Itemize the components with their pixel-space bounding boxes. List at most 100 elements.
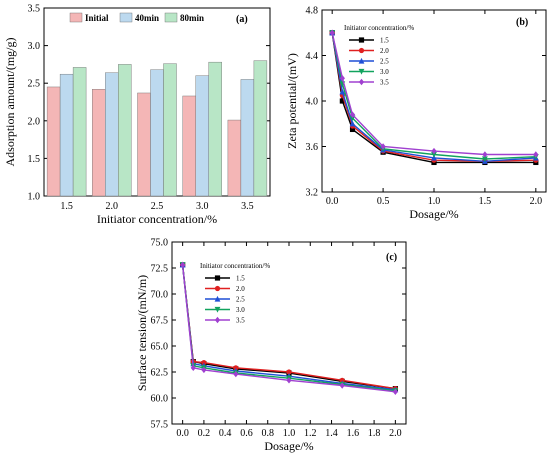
x-tick-label-c: 0.6 [240,428,253,439]
legend-label-c: 3.0 [236,306,245,314]
data-point-c [180,261,186,269]
x-tick-label-c: 0.0 [176,428,189,439]
data-point-b [431,151,437,158]
x-tick-label-b: 0.5 [377,196,390,207]
data-point-b [339,98,345,104]
x-tick-label-c: 1.8 [368,428,381,439]
y-tick-label-c: 65.0 [151,342,169,353]
legend-swatch-a [119,12,133,23]
bar [195,75,209,197]
x-tick-label-a: 1.5 [60,201,73,212]
x-tick-label-c: 1.6 [347,428,360,439]
y-axis-label-c: Surface tension/(mN/m) [135,275,149,391]
legend-label-b: 1.5 [380,37,389,45]
y-tick-label-b: 3.2 [306,188,319,199]
bar [118,64,132,197]
data-point-b [533,151,539,158]
bar [163,63,177,197]
x-tick-label-a: 3.0 [196,201,209,212]
y-tick-label-c: 72.5 [151,264,169,275]
bar [182,95,196,197]
legend-marker-b [358,37,365,43]
legend-marker-b [358,78,365,86]
bar [208,61,222,197]
legend-label-c: 2.0 [236,285,245,293]
legend-label-c: 2.5 [236,296,245,304]
x-tick-label-b: 1.0 [428,196,441,207]
x-tick-label-c: 0.8 [261,428,274,439]
legend-marker-c [214,306,221,313]
legend-label-b: 2.5 [380,58,389,66]
legend-label-a: 40min [135,13,159,23]
x-tick-label-c: 2.0 [389,428,402,439]
bar [105,72,119,197]
legend-title-b: Initiator concentration/% [344,24,414,32]
y-tick-label-a: 3.5 [28,4,41,15]
bar [72,67,87,197]
y-tick-label-c: 70.0 [151,290,169,301]
panel-label-a: (a) [236,14,248,25]
y-tick-label-b: 4.0 [306,97,319,108]
data-point-b [349,111,356,118]
legend-marker-c [214,295,221,302]
legend-label-b: 3.5 [380,79,389,87]
legend-marker-b [358,57,365,64]
legend-label-a: 80min [180,13,204,23]
legend-swatch-a [164,12,178,23]
y-axis-label-a: Adsorption amount/(mg/g) [3,38,17,167]
legend-marker-b [358,47,365,54]
x-tick-label-b: 2.0 [530,196,543,207]
y-tick-label-a: 2.0 [28,116,41,127]
legend-label-b: 3.0 [380,68,389,76]
data-point-b [349,126,356,133]
chart-a: 1.0 1.5 2.0 2.5 3.0 3.5 1.5 2.0 2.5 3.0 3.5 Initiat… [3,4,271,226]
bar [92,89,106,197]
x-axis-label-b: Dosage/% [409,207,458,221]
legend-swatch-a [69,12,83,23]
y-tick-label-a: 3.0 [28,41,41,52]
data-point-b [339,88,346,95]
x-tick-label-a: 2.5 [151,201,164,212]
y-tick-label-c: 57.5 [151,420,169,431]
y-axis-label-b: Zeta potential/(mV) [285,53,299,149]
chart-c: 57.5 60.0 62.5 65.0 67.5 70.0 72.5 75.0 0.0 0.2 0.… [135,238,407,453]
x-tick-label-b: 0.0 [326,196,339,207]
y-tick-label-c: 67.5 [151,316,169,327]
bar [253,60,268,197]
y-tick-label-b: 4.8 [306,6,319,17]
data-point-c [233,365,239,371]
legend-marker-c [214,316,221,324]
x-tick-label-c: 1.2 [304,428,317,439]
y-tick-label-b: 4.4 [306,51,319,62]
x-tick-label-c: 0.4 [219,428,232,439]
bar [240,79,255,197]
data-point-c [190,364,196,372]
bar [46,86,61,197]
data-point-c [286,377,292,384]
data-point-b [339,75,345,82]
data-point-c [201,360,207,366]
x-tick-label-c: 0.2 [198,428,211,439]
x-tick-label-b: 1.5 [479,196,492,207]
x-tick-label-c: 1.0 [283,428,296,439]
data-point-b [349,120,356,127]
data-point-b [482,151,488,158]
data-point-c [339,382,345,389]
x-tick-label-a: 2.0 [106,201,119,212]
y-tick-label-a: 1.0 [28,192,41,203]
x-tick-label-c: 1.4 [325,428,338,439]
x-axis-label-a: Initiator concentration/% [97,212,217,226]
legend-marker-b [358,68,365,75]
y-tick-label-c: 60.0 [151,394,169,405]
data-point-b [482,156,488,163]
legend-marker-c [214,275,221,281]
data-point-b [431,147,437,155]
panel-label-b: (b) [516,17,528,28]
y-tick-label-a: 2.5 [28,79,41,90]
legend-label-c: 3.5 [236,317,245,325]
data-point-b [431,154,437,161]
y-tick-label-c: 75.0 [151,238,169,249]
y-tick-label-b: 3.6 [306,142,319,153]
plot-frame-c [171,241,407,425]
